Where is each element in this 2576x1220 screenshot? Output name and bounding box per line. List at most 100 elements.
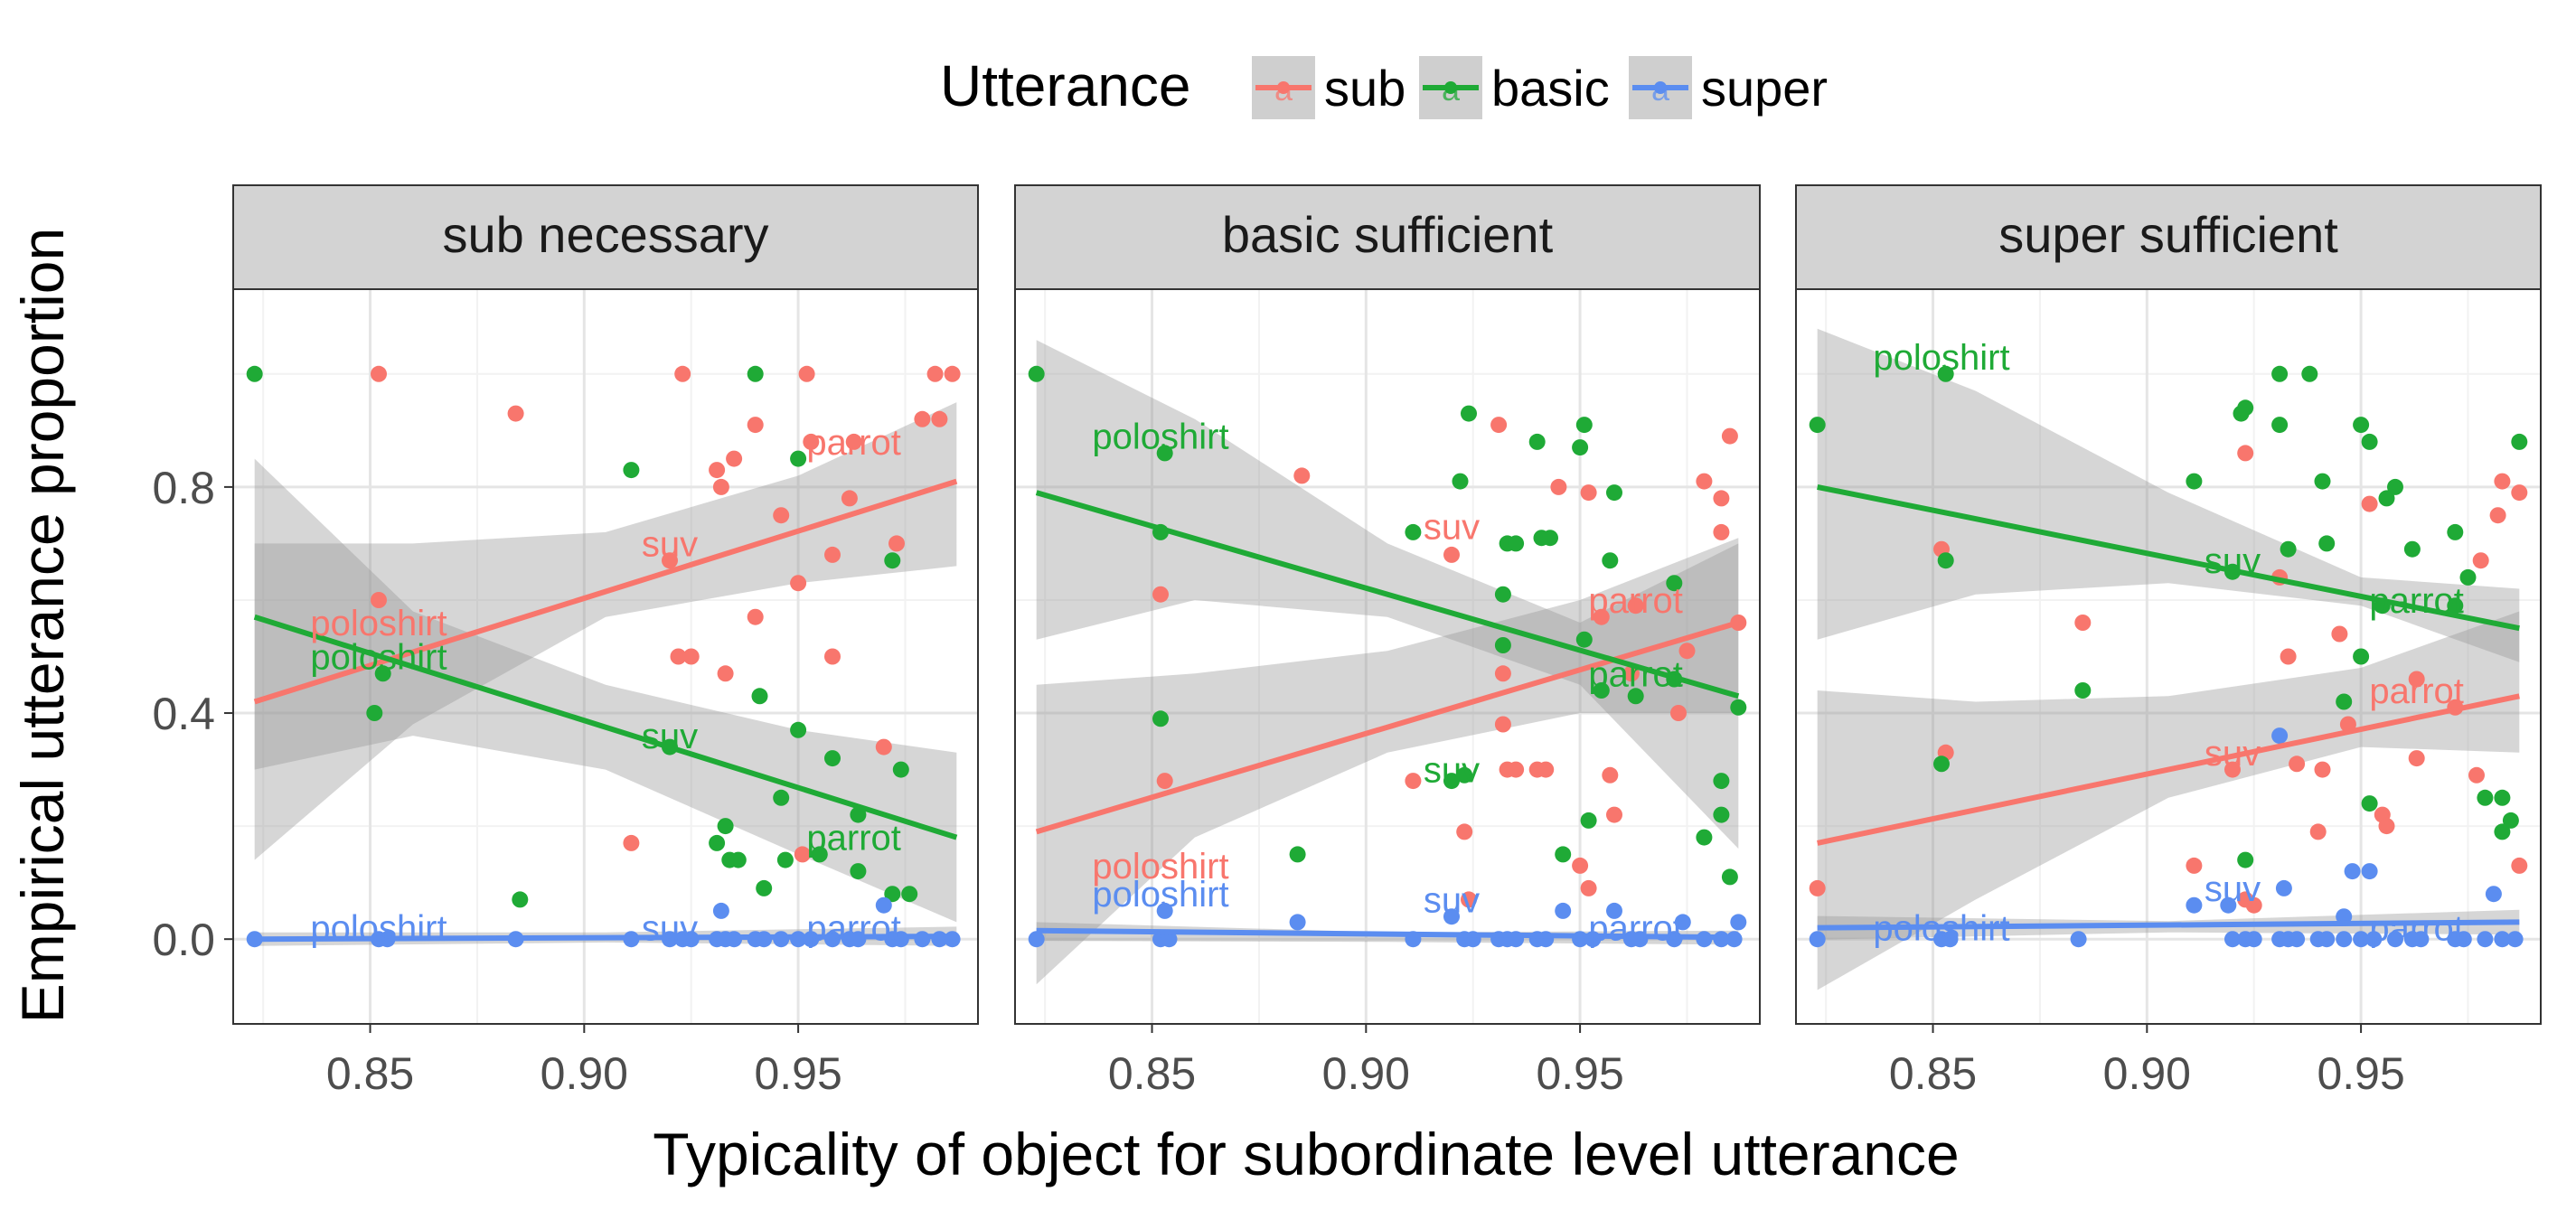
- data-point-sub: [2309, 823, 2327, 840]
- data-point-basic: [901, 886, 918, 903]
- fit-line-sub: [1817, 693, 2520, 846]
- x-tick-label: 0.95: [754, 1048, 841, 1099]
- data-point-sub: [1550, 478, 1567, 495]
- fit-line-sub: [1035, 620, 1740, 835]
- panel-super-sufficient: super sufficient poloshirt suv parrot parrot…: [1795, 184, 2542, 1099]
- series-super-points: [1809, 727, 2524, 948]
- item-label-suv: suv: [642, 717, 698, 756]
- data-point-basic: [2353, 417, 2370, 434]
- data-point-basic: [1152, 710, 1169, 727]
- item-label-poloshirt: poloshirt: [1873, 338, 2009, 378]
- data-point-basic: [2271, 365, 2289, 382]
- data-point-basic: [2494, 823, 2511, 840]
- data-point-basic: [1933, 755, 1950, 773]
- data-point-sub: [1490, 417, 1508, 434]
- data-point-basic: [1452, 473, 1469, 490]
- legend-label-sub: sub: [1324, 60, 1406, 117]
- data-point-super: [944, 931, 961, 948]
- data-point-basic: [790, 721, 807, 738]
- data-point-sub: [926, 365, 944, 382]
- item-label-parrot: parrot: [806, 423, 901, 463]
- item-label-poloshirt: poloshirt: [310, 909, 447, 949]
- data-point-basic: [1713, 806, 1730, 823]
- data-point-sub: [2361, 495, 2378, 512]
- data-point-super: [1161, 931, 1178, 948]
- data-point-basic: [1730, 699, 1747, 716]
- data-point-super: [1028, 931, 1045, 948]
- data-point-sub: [944, 365, 961, 382]
- data-point-sub: [682, 648, 700, 665]
- data-point-basic: [2447, 597, 2464, 615]
- data-point-basic: [884, 552, 901, 569]
- series-basic-points: [1028, 365, 1747, 886]
- data-point-basic: [1713, 773, 1730, 790]
- data-point-super: [1606, 902, 1622, 919]
- legend-key-basic-glyph: a: [1442, 70, 1461, 108]
- legend-title: Utterance: [940, 53, 1190, 118]
- data-point-basic: [2511, 433, 2528, 450]
- data-point-sub: [845, 433, 862, 450]
- data-point-basic: [1721, 868, 1738, 886]
- item-label-poloshirt: poloshirt: [1092, 847, 1228, 887]
- item-label-parrot: parrot: [1588, 581, 1683, 621]
- item-label-suv: suv: [1424, 880, 1480, 920]
- data-point-sub: [841, 490, 858, 507]
- panel-basic-sufficient: basic sufficient poloshirt suv parrot parrot…: [1014, 184, 1761, 1099]
- data-point-super: [1555, 902, 1572, 919]
- data-point-basic: [2361, 433, 2378, 450]
- panel-border-super-sufficient: [1795, 288, 2542, 1025]
- data-point-sub: [2494, 473, 2511, 490]
- x-axis-title: Typicality of object for subordinate lev…: [653, 1121, 1959, 1187]
- data-point-sub: [674, 365, 691, 382]
- data-point-super: [2318, 931, 2336, 948]
- data-point-basic: [2336, 693, 2353, 710]
- data-point-basic: [1456, 766, 1473, 784]
- data-point-sub: [2314, 761, 2331, 778]
- data-point-super: [2220, 896, 2237, 914]
- legend-label-super: super: [1701, 60, 1828, 117]
- data-point-basic: [1494, 586, 1511, 603]
- data-point-sub: [1713, 490, 1730, 507]
- legend-item-sub: a sub: [1252, 56, 1406, 119]
- data-point-basic: [1405, 523, 1422, 540]
- item-label-poloshirt: poloshirt: [310, 638, 447, 678]
- y-tick-label: 0.8: [152, 463, 215, 513]
- data-point-sub: [798, 365, 815, 382]
- data-point-basic: [1575, 417, 1593, 434]
- data-point-super: [875, 896, 892, 914]
- data-point-sub: [1456, 823, 1473, 840]
- data-point-super: [2245, 931, 2262, 948]
- data-point-super: [2485, 886, 2502, 903]
- data-point-sub: [2280, 648, 2297, 665]
- data-point-basic: [1575, 631, 1593, 648]
- item-label-parrot: parrot: [2369, 671, 2464, 711]
- data-point-sub: [2511, 484, 2528, 502]
- data-point-basic: [512, 891, 529, 908]
- confidence-band-sub: [1036, 538, 1739, 985]
- data-point-super: [2070, 931, 2087, 948]
- data-point-sub: [717, 665, 734, 682]
- data-point-basic: [2353, 648, 2370, 665]
- legend-key-sub-point: [1277, 81, 1290, 94]
- x-tick-label: 0.90: [1322, 1048, 1410, 1099]
- data-point-sub: [712, 478, 729, 495]
- fit-line-basic: [1035, 490, 1740, 699]
- data-point-super: [2455, 931, 2472, 948]
- item-label-parrot: parrot: [1588, 654, 1683, 694]
- data-point-sub: [1494, 716, 1511, 733]
- data-point-sub: [670, 648, 687, 665]
- data-point-sub: [1593, 608, 1610, 625]
- item-label-suv: suv: [2205, 541, 2261, 581]
- data-point-basic: [2494, 789, 2511, 806]
- x-tick-label: 0.90: [2103, 1048, 2191, 1099]
- data-point-super: [2506, 931, 2524, 948]
- panel-border-sub-necessary: [232, 288, 979, 1025]
- data-point-sub: [1713, 523, 1730, 540]
- data-point-basic: [2271, 417, 2289, 434]
- data-point-sub: [2289, 755, 2306, 773]
- data-point-sub: [1293, 467, 1311, 484]
- legend-label-basic: basic: [1491, 60, 1610, 117]
- fit-line-basic: [253, 614, 958, 840]
- data-point-basic: [623, 462, 640, 479]
- data-point-basic: [2477, 789, 2494, 806]
